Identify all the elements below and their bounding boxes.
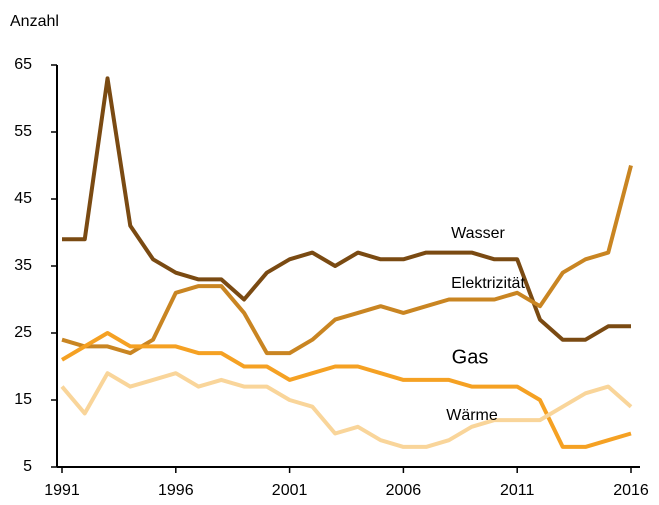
y-tick-label: 45 bbox=[14, 190, 32, 207]
y-axis-title: Anzahl bbox=[10, 13, 59, 30]
x-tick-label: 2006 bbox=[386, 482, 422, 499]
series-label: Elektrizität bbox=[451, 275, 525, 292]
series-line bbox=[62, 76, 631, 342]
y-tick-label: 55 bbox=[14, 123, 32, 140]
series-label: Gas bbox=[452, 346, 489, 368]
x-tick-label: 1991 bbox=[44, 482, 80, 499]
y-tick-label: 5 bbox=[23, 458, 32, 475]
y-tick-label: 15 bbox=[14, 391, 32, 408]
x-tick-label: 2016 bbox=[613, 482, 649, 499]
x-tick-label: 2011 bbox=[500, 482, 535, 499]
y-tick-label: 35 bbox=[14, 257, 32, 274]
series-label: Wärme bbox=[446, 407, 498, 424]
y-tick-label: 65 bbox=[14, 56, 32, 73]
series-label: Wasser bbox=[451, 225, 505, 242]
series-line bbox=[60, 331, 632, 449]
x-tick-label: 2001 bbox=[272, 482, 308, 499]
series-line bbox=[60, 371, 633, 449]
y-tick-label: 25 bbox=[14, 324, 32, 341]
series-line bbox=[61, 164, 633, 356]
x-tick-label: 1996 bbox=[158, 482, 194, 499]
